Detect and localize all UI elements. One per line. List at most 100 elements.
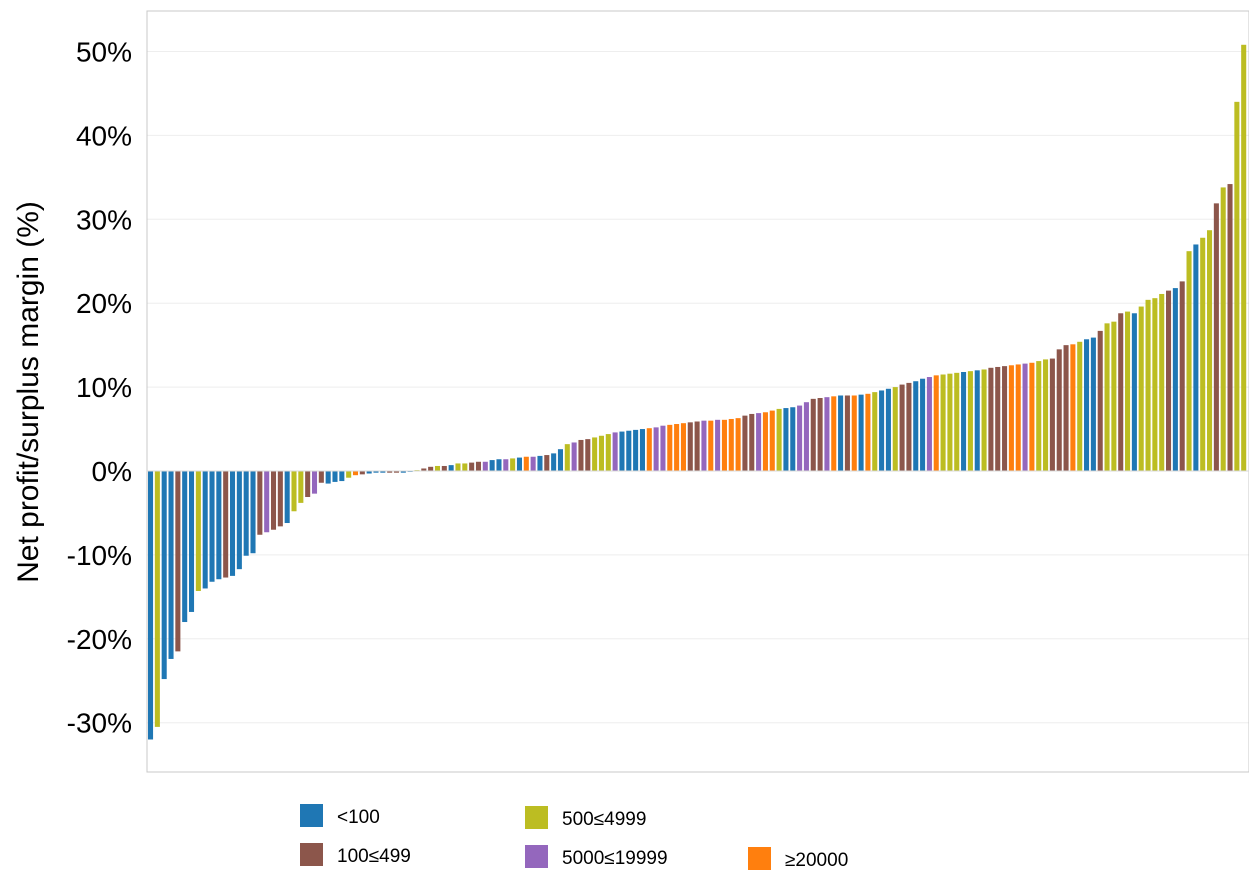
bar [305, 471, 311, 498]
bar [530, 456, 536, 471]
bar [817, 398, 823, 471]
bar [250, 471, 256, 554]
bar [223, 471, 229, 578]
y-tick-label: 50% [76, 37, 132, 68]
bar [776, 408, 782, 471]
bar [1125, 311, 1131, 471]
bar [885, 388, 891, 471]
bar [694, 421, 700, 471]
y-tick-label: -10% [67, 540, 132, 571]
bar [175, 471, 181, 652]
legend-swatch [748, 847, 771, 870]
bar [967, 371, 973, 471]
bar [1070, 344, 1076, 471]
bar [564, 444, 570, 471]
legend-label: 500≤4999 [562, 809, 646, 830]
bar [462, 463, 468, 471]
bar [1077, 341, 1083, 471]
bar [674, 424, 680, 471]
bar [359, 471, 365, 475]
bar [639, 429, 645, 471]
bar [1118, 313, 1124, 471]
bar [291, 471, 297, 512]
bar [366, 471, 372, 474]
bar [831, 396, 837, 471]
bar [571, 442, 577, 471]
bar [926, 377, 932, 471]
bar [523, 456, 529, 471]
bar [1179, 281, 1185, 471]
bar [1220, 187, 1226, 472]
bar [298, 471, 304, 503]
bar [913, 381, 919, 471]
bar [728, 418, 734, 471]
bar [182, 471, 188, 623]
bar [920, 378, 926, 471]
bar [947, 373, 953, 471]
y-tick-label: 10% [76, 372, 132, 403]
legend-label: 5000≤19999 [562, 848, 668, 869]
bar [209, 471, 215, 582]
bar [421, 468, 427, 471]
legend-swatch [525, 845, 548, 868]
bar [858, 394, 864, 471]
bar [1131, 313, 1137, 471]
bar [715, 419, 721, 471]
bar [803, 402, 809, 471]
legend-label: ≥20000 [785, 850, 848, 870]
bar [1111, 321, 1117, 471]
bar [605, 434, 611, 471]
bar [1152, 298, 1158, 471]
bar [352, 471, 359, 476]
bar [797, 405, 803, 471]
bar [940, 374, 946, 471]
bar [906, 382, 912, 471]
bar [516, 457, 522, 471]
bar [1186, 251, 1192, 471]
bar [585, 439, 591, 471]
bar [1166, 290, 1172, 471]
bar [838, 395, 844, 471]
y-tick-label: -30% [67, 708, 132, 739]
bar [148, 471, 154, 740]
bar [1029, 362, 1035, 471]
bar [400, 471, 406, 473]
y-tick-label: 0% [92, 456, 132, 487]
bar [1063, 345, 1069, 471]
bar [660, 425, 666, 471]
bar [318, 471, 324, 483]
bar [790, 407, 796, 471]
bar [387, 471, 393, 473]
bar [1234, 101, 1240, 471]
bar [988, 367, 994, 471]
bar [961, 372, 967, 471]
y-tick-label: -20% [67, 624, 132, 655]
bar [592, 437, 598, 471]
bar [277, 471, 283, 527]
bar [188, 471, 195, 612]
bar [865, 393, 871, 471]
bar [1015, 364, 1021, 471]
bar [1022, 363, 1028, 471]
bar [667, 424, 673, 471]
bar [954, 372, 960, 471]
bar [1084, 339, 1090, 471]
bars [148, 44, 1247, 740]
legend-item: <100 [300, 804, 380, 828]
bar [551, 453, 557, 471]
bar [1227, 184, 1233, 471]
bar [1049, 358, 1055, 471]
bar [243, 471, 249, 556]
bar [1193, 244, 1199, 471]
bar [646, 428, 652, 471]
legend-label: <100 [337, 807, 380, 828]
legend-item: 100≤499 [300, 843, 411, 867]
bar [154, 471, 160, 727]
legend: <100 100≤499 500≤4999 5000≤19999 ≥20000 [300, 804, 848, 870]
bar [475, 461, 482, 471]
bar [680, 423, 686, 471]
bar [735, 418, 741, 471]
bar [1008, 365, 1014, 471]
bar [810, 398, 816, 471]
bar [687, 422, 693, 471]
